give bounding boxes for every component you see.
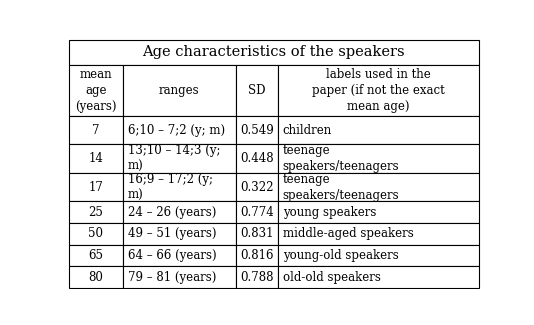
Bar: [69, 116, 123, 145]
Text: Age characteristics of the speakers: Age characteristics of the speakers: [143, 46, 405, 59]
Bar: [235, 173, 278, 202]
Text: 79 – 81 (years): 79 – 81 (years): [128, 271, 216, 284]
Bar: [235, 223, 278, 245]
Text: 0.831: 0.831: [240, 227, 273, 240]
Text: SD: SD: [248, 84, 265, 97]
Bar: [69, 173, 123, 202]
Bar: [235, 65, 278, 116]
Text: children: children: [282, 124, 332, 137]
Bar: [235, 145, 278, 173]
Bar: [235, 116, 278, 145]
Text: 17: 17: [89, 181, 103, 194]
Text: labels used in the
paper (if not the exact
mean age): labels used in the paper (if not the exa…: [312, 68, 444, 113]
Text: 49 – 51 (years): 49 – 51 (years): [128, 227, 216, 240]
Text: 64 – 66 (years): 64 – 66 (years): [128, 249, 216, 262]
Bar: [123, 266, 235, 288]
Bar: [123, 173, 235, 202]
Text: teenage
speakers/teenagers: teenage speakers/teenagers: [282, 144, 399, 173]
Text: 6;10 – 7;2 (y; m): 6;10 – 7;2 (y; m): [128, 124, 225, 137]
Text: teenage
speakers/teenagers: teenage speakers/teenagers: [282, 173, 399, 202]
Text: 0.788: 0.788: [240, 271, 273, 284]
Text: 24 – 26 (years): 24 – 26 (years): [128, 206, 216, 219]
Bar: [278, 116, 478, 145]
Text: 0.774: 0.774: [240, 206, 273, 219]
Bar: [69, 145, 123, 173]
Bar: [69, 266, 123, 288]
Text: 80: 80: [89, 271, 103, 284]
Text: ranges: ranges: [159, 84, 200, 97]
Bar: [278, 266, 478, 288]
Text: 7: 7: [92, 124, 100, 137]
Text: old-old speakers: old-old speakers: [282, 271, 381, 284]
Text: 50: 50: [88, 227, 104, 240]
Bar: [123, 116, 235, 145]
Bar: [69, 223, 123, 245]
Bar: [278, 202, 478, 223]
Text: middle-aged speakers: middle-aged speakers: [282, 227, 413, 240]
Bar: [123, 145, 235, 173]
Text: young speakers: young speakers: [282, 206, 376, 219]
Text: 0.549: 0.549: [240, 124, 273, 137]
Bar: [69, 202, 123, 223]
Text: 0.322: 0.322: [240, 181, 273, 194]
Bar: [235, 266, 278, 288]
Text: mean
age
(years): mean age (years): [75, 68, 116, 113]
Bar: [69, 65, 123, 116]
Text: 65: 65: [88, 249, 104, 262]
Bar: [123, 245, 235, 266]
Bar: [278, 173, 478, 202]
Bar: [69, 40, 478, 65]
Bar: [278, 223, 478, 245]
Bar: [123, 65, 235, 116]
Bar: [278, 65, 478, 116]
Text: young-old speakers: young-old speakers: [282, 249, 398, 262]
Text: 16;9 – 17;2 (y;
m): 16;9 – 17;2 (y; m): [128, 173, 213, 202]
Bar: [235, 202, 278, 223]
Text: 0.448: 0.448: [240, 152, 273, 165]
Bar: [123, 223, 235, 245]
Bar: [278, 145, 478, 173]
Text: 13;10 – 14;3 (y;
m): 13;10 – 14;3 (y; m): [128, 144, 221, 173]
Text: 25: 25: [89, 206, 103, 219]
Text: 14: 14: [89, 152, 103, 165]
Bar: [123, 202, 235, 223]
Bar: [278, 245, 478, 266]
Text: 0.816: 0.816: [240, 249, 273, 262]
Bar: [235, 245, 278, 266]
Bar: [69, 245, 123, 266]
